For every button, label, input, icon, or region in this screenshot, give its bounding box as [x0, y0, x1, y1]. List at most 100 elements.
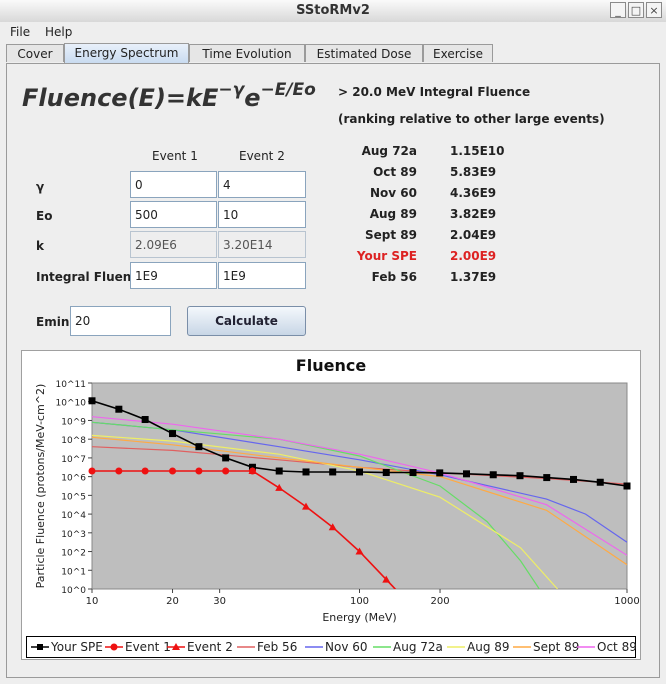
ranking-title: > 20.0 MeV Integral Fluence — [338, 85, 531, 99]
y-tick-label: 10^10 — [56, 399, 87, 409]
legend-label: Nov 60 — [325, 640, 368, 654]
data-point — [169, 467, 177, 475]
data-point — [115, 467, 123, 475]
ranking-event-value: 1.37E9 — [450, 270, 497, 284]
data-point — [141, 467, 149, 475]
emin-input[interactable] — [70, 306, 171, 336]
tab-energy-spectrum[interactable]: Energy Spectrum — [64, 43, 189, 63]
column-header-event2: Event 2 — [239, 149, 285, 163]
chart-legend: Your SPE Event 1 Event 2 Feb 56 Nov 60 Aug 72… — [26, 636, 637, 658]
data-point — [382, 575, 391, 583]
ranking-event-value: 5.83E9 — [450, 165, 497, 179]
ranking-row: Oct 89 5.83E9 — [338, 165, 518, 181]
param-label-gamma: γ — [36, 180, 45, 194]
formula-exponent-e: −E/Eo — [260, 80, 316, 100]
param-label-integral-fluence: Integral Fluen... — [36, 270, 145, 284]
data-point — [516, 472, 524, 480]
ranking-row: Feb 56 1.37E9 — [338, 270, 518, 286]
series-line-oct-89 — [92, 416, 627, 556]
tab-estimated-dose[interactable]: Estimated Dose — [305, 44, 423, 62]
x-axis-label: Energy (MeV) — [322, 611, 396, 624]
ranking-row: Aug 89 3.82E9 — [338, 207, 518, 223]
data-point — [409, 469, 417, 477]
legend-swatch — [105, 643, 123, 651]
x-tick-label: 100 — [350, 596, 369, 607]
tab-exercise[interactable]: Exercise — [423, 44, 493, 62]
x-tick-label: 10 — [86, 596, 99, 607]
y-tick-label: 10^6 — [61, 474, 86, 484]
data-point — [248, 467, 257, 475]
ranking-event-value: 3.82E9 — [450, 207, 497, 221]
data-point — [141, 416, 149, 424]
legend-item-event-2: Event 2 — [167, 639, 233, 655]
fluence-chart: Fluence 10^0 10^1 10^2 10^3 10^4 10^5 10^6 10^7 1… — [34, 356, 640, 624]
plot-area — [91, 382, 628, 590]
data-point — [489, 471, 497, 479]
data-point — [463, 470, 471, 478]
gamma-event1-input[interactable] — [130, 171, 217, 198]
legend-swatch — [167, 643, 185, 650]
fluence-formula: Fluence(E)=kE−γe−E/Eo — [22, 80, 316, 112]
window-title: SStoRMv2 — [296, 3, 370, 18]
integral-fluence-event2-input[interactable] — [218, 262, 306, 289]
formula-exponent-gamma: −γ — [218, 80, 245, 100]
ranking-event-name: Nov 60 — [370, 186, 417, 200]
legend-label: Sept 89 — [533, 640, 580, 654]
legend-label: Aug 89 — [467, 640, 510, 654]
legend-label: Your SPE — [51, 640, 103, 654]
eo-event1-input[interactable] — [130, 201, 217, 228]
ranking-event-name: Aug 72a — [361, 144, 417, 158]
y-tick-label: 10^5 — [61, 492, 86, 502]
legend-swatch — [31, 644, 49, 650]
y-tick-label: 10^4 — [61, 511, 86, 521]
column-header-event1: Event 1 — [152, 149, 198, 163]
menu-file[interactable]: File — [10, 25, 31, 39]
ranking-event-value: 1.15E10 — [450, 144, 505, 158]
legend-label: Aug 72a — [393, 640, 443, 654]
legend-item-sept-89: Sept 89 — [513, 639, 579, 655]
legend-label: Event 1 — [125, 640, 171, 654]
x-tick-label: 30 — [213, 596, 226, 607]
data-point — [302, 468, 310, 476]
integral-fluence-event1-input[interactable] — [130, 262, 217, 289]
y-axis-label: Particle Fluence (protons/MeV-cm^2) — [34, 384, 47, 589]
data-point — [596, 478, 604, 486]
legend-item-your-spe: Your SPE — [31, 639, 103, 655]
legend-swatch — [305, 646, 323, 648]
ranking-event-name: Sept 89 — [365, 228, 417, 242]
eo-event2-input[interactable] — [218, 201, 306, 228]
legend-item-oct-89: Oct 89 — [577, 639, 637, 655]
data-point — [623, 482, 631, 490]
ranking-event-name: Aug 89 — [369, 207, 417, 221]
menu-help[interactable]: Help — [45, 25, 73, 39]
data-point — [169, 430, 177, 438]
tab-time-evolution[interactable]: Time Evolution — [189, 44, 305, 62]
menu-bar: File Help — [0, 22, 666, 42]
y-tick-label: 10^2 — [61, 549, 86, 559]
legend-swatch — [373, 646, 391, 648]
x-tick-label: 200 — [430, 596, 449, 607]
y-tick-label: 10^11 — [56, 380, 86, 390]
tab-cover[interactable]: Cover — [6, 44, 64, 62]
ranking-event-value: 4.36E9 — [450, 186, 497, 200]
y-tick-label: 10^7 — [61, 455, 86, 465]
x-tick-label: 20 — [166, 596, 179, 607]
y-tick-label: 10^8 — [61, 436, 86, 446]
maximize-icon[interactable]: □ — [628, 2, 644, 18]
data-point — [436, 469, 444, 477]
legend-item-feb-56: Feb 56 — [237, 639, 297, 655]
legend-swatch — [447, 646, 465, 648]
minimize-icon[interactable]: _ — [610, 2, 626, 18]
y-tick-label: 10^3 — [61, 530, 86, 540]
ranking-event-name: Feb 56 — [371, 270, 417, 284]
data-point — [328, 523, 337, 531]
calculate-button[interactable]: Calculate — [187, 306, 306, 336]
data-point — [329, 468, 337, 476]
series-line-sept-89 — [92, 436, 627, 566]
legend-swatch — [513, 646, 531, 648]
k-event2-field — [218, 231, 306, 258]
close-icon[interactable]: × — [646, 2, 662, 18]
data-point — [355, 547, 364, 555]
legend-item-aug-72a: Aug 72a — [373, 639, 443, 655]
gamma-event2-input[interactable] — [218, 171, 306, 198]
